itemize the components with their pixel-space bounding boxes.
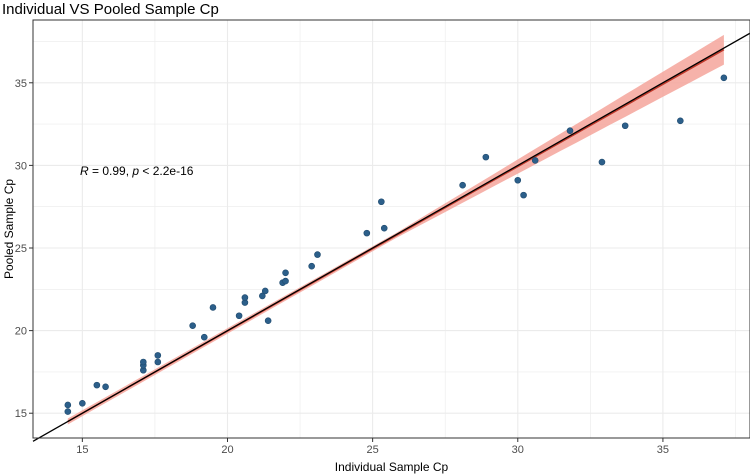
scatter-point [598, 158, 606, 166]
scatter-point [93, 381, 101, 389]
y-tick-label: 35 [15, 78, 27, 90]
scatter-point [531, 157, 539, 164]
scatter-point [482, 153, 490, 161]
scatter-point [566, 127, 574, 134]
chart-title: Individual VS Pooled Sample Cp [2, 1, 219, 18]
scatter-point [380, 224, 388, 232]
y-tick-label: 25 [15, 243, 27, 255]
scatter-point [314, 251, 321, 258]
p-symbol: p [131, 164, 139, 178]
scatter-point [64, 401, 72, 409]
scatter-point [140, 358, 147, 366]
scatter-point [459, 181, 466, 189]
x-tick-label: 25 [367, 444, 379, 456]
scatter-point [235, 312, 243, 320]
x-tick-label: 35 [657, 444, 669, 456]
scatter-point [154, 352, 162, 359]
y-tick-label: 15 [15, 408, 27, 420]
scatter-point [241, 294, 249, 301]
scatter-point [282, 277, 289, 285]
identity-line [32, 32, 750, 442]
scatter-point [621, 122, 629, 130]
scatter-point [264, 317, 272, 324]
x-tick-label: 15 [76, 444, 88, 456]
scatter-point [200, 333, 208, 341]
scatter-point [378, 198, 385, 206]
panel-border [32, 19, 750, 439]
scatter-point [209, 304, 217, 311]
scatter-point [79, 400, 86, 407]
scatter-point [102, 383, 109, 391]
scatter-point [520, 191, 527, 199]
grid-lines [33, 20, 750, 438]
y-axis-label: Pooled Sample Cp [2, 179, 16, 279]
y-tick-label: 30 [15, 160, 27, 172]
axis-ticks: 15 20 25 30 35 15 20 25 30 35 [15, 78, 669, 456]
x-tick-label: 20 [221, 444, 233, 456]
scatter-point [308, 262, 315, 270]
scatter-point [677, 117, 684, 125]
confidence-ribbon [67, 34, 724, 425]
x-axis-label: Individual Sample Cp [335, 460, 449, 474]
confidence-band [67, 34, 724, 425]
y-tick-label: 20 [15, 326, 27, 338]
scatter-point [261, 287, 269, 295]
scatter-point [363, 229, 371, 237]
scatter-point [720, 74, 728, 82]
reference-lines [32, 32, 750, 442]
scatter-point [64, 408, 72, 415]
r-symbol: R [80, 164, 89, 178]
p-value: < 2.2e-16 [139, 164, 194, 178]
r-value: = 0.99, [89, 164, 133, 178]
data-points [64, 74, 728, 415]
correlation-annotation: R = 0.99, p < 2.2e-16 [80, 164, 194, 178]
scatter-point [259, 292, 266, 300]
scatter-point [514, 176, 522, 184]
scatter-point [189, 322, 196, 329]
x-tick-label: 30 [512, 444, 524, 456]
scatter-point [154, 358, 162, 366]
scatter-point [282, 269, 289, 277]
